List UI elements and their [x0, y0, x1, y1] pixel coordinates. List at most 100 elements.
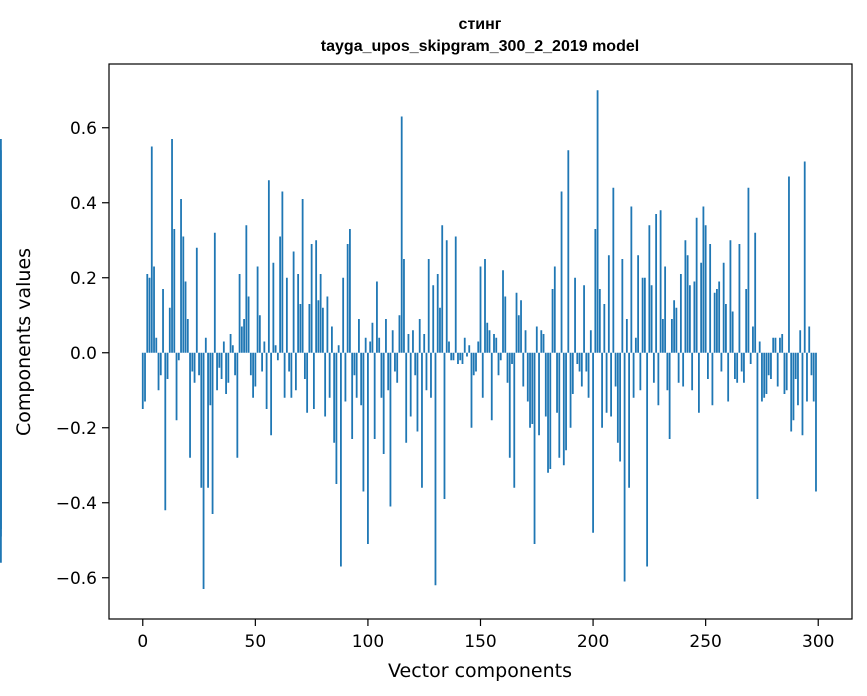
bar: [761, 352, 763, 402]
bar: [621, 259, 624, 353]
bar: [376, 281, 378, 353]
bar: [495, 337, 498, 353]
bar: [256, 266, 259, 353]
bar: [779, 337, 781, 353]
bar: [270, 352, 273, 436]
bar: [207, 352, 209, 488]
bar: [538, 352, 540, 436]
bar: [240, 326, 243, 353]
bar: [441, 225, 444, 353]
bar: [670, 319, 673, 353]
bar: [718, 281, 721, 353]
bar: [144, 352, 146, 402]
bar: [337, 345, 340, 353]
bar: [560, 191, 563, 353]
bar: [533, 352, 536, 544]
x-axis: 0 50 100 150 200 250 300: [137, 619, 834, 652]
bar: [297, 274, 300, 353]
bar: [436, 274, 439, 353]
bar: [238, 274, 241, 353]
bar: [596, 90, 599, 353]
bar: [285, 277, 288, 353]
bar: [371, 322, 374, 353]
bar: [722, 262, 725, 353]
bar: [310, 244, 313, 353]
bar: [709, 244, 712, 353]
bar: [141, 352, 144, 409]
bar: [407, 334, 410, 353]
bar: [180, 199, 182, 353]
bars-group: [0, 90, 817, 589]
bar: [283, 352, 286, 398]
x-tick-label: 0: [137, 632, 148, 652]
bar: [749, 352, 752, 364]
bar: [526, 352, 529, 402]
bar: [783, 352, 786, 394]
bar: [396, 352, 399, 383]
bar: [335, 352, 338, 484]
bar: [623, 352, 626, 582]
bar: [162, 289, 164, 353]
bar: [765, 352, 768, 394]
bar: [439, 307, 441, 353]
bar: [292, 251, 295, 353]
bar: [394, 352, 396, 372]
bar: [463, 337, 466, 353]
bar: [398, 315, 401, 353]
bar: [432, 285, 435, 353]
bar: [191, 352, 194, 372]
bar: [193, 352, 196, 383]
bar: [308, 304, 311, 353]
bar: [488, 330, 491, 353]
bar: [209, 352, 212, 406]
bar: [569, 352, 572, 428]
bar: [265, 352, 268, 409]
bar: [562, 352, 565, 466]
bar: [520, 300, 522, 353]
bar: [157, 352, 160, 391]
bar: [675, 307, 678, 353]
bar: [0, 150, 2, 353]
bar: [477, 341, 480, 353]
bar: [186, 319, 189, 353]
bar: [342, 277, 345, 353]
bar: [331, 326, 333, 353]
x-tick-label: 50: [245, 632, 267, 652]
bar: [499, 352, 502, 361]
bar: [700, 262, 703, 353]
bar: [720, 352, 723, 372]
bar: [776, 352, 779, 387]
bar: [716, 289, 718, 353]
bar: [781, 334, 784, 353]
bar: [571, 352, 574, 394]
bar: [792, 352, 795, 421]
bar: [389, 352, 392, 507]
bar: [279, 236, 282, 353]
bar: [565, 352, 567, 451]
bar: [551, 289, 554, 353]
bar: [427, 259, 430, 353]
bar: [603, 304, 606, 353]
bar: [704, 225, 707, 353]
bar: [576, 352, 579, 364]
bar: [632, 352, 635, 398]
y-tick-label: −0.6: [56, 569, 97, 589]
bar: [515, 292, 518, 353]
bar: [303, 352, 306, 379]
bar: [267, 180, 270, 353]
bar: [767, 352, 770, 376]
bar: [574, 277, 576, 353]
bar: [772, 337, 775, 353]
bar: [274, 345, 277, 353]
bar: [349, 229, 351, 353]
bar: [387, 352, 390, 391]
bar: [362, 352, 365, 492]
bar: [684, 240, 687, 353]
y-axis-label: Components values: [13, 248, 35, 436]
bar: [182, 236, 185, 353]
bar: [504, 296, 507, 353]
bar: [391, 330, 394, 353]
bar: [249, 352, 252, 376]
bar: [625, 319, 628, 353]
